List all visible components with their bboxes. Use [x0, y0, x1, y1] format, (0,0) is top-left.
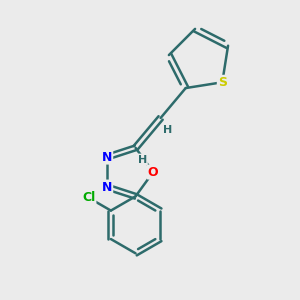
Text: N: N: [102, 151, 112, 164]
Text: Cl: Cl: [82, 191, 95, 204]
Text: S: S: [218, 76, 227, 89]
Text: H: H: [163, 124, 172, 135]
Text: H: H: [138, 154, 147, 164]
Text: O: O: [148, 166, 158, 178]
Text: N: N: [102, 181, 112, 194]
